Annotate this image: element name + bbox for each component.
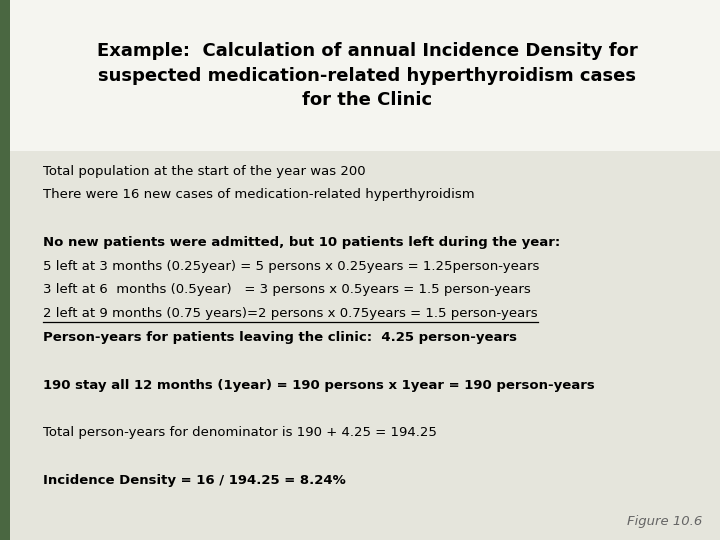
Text: Total person-years for denominator is 190 + 4.25 = 194.25: Total person-years for denominator is 19… bbox=[43, 426, 437, 439]
Text: Example:  Calculation of annual Incidence Density for
suspected medication-relat: Example: Calculation of annual Incidence… bbox=[96, 42, 638, 109]
Text: 190 stay all 12 months (1year) = 190 persons x 1year = 190 person-years: 190 stay all 12 months (1year) = 190 per… bbox=[43, 379, 595, 392]
Text: Person-years for patients leaving the clinic:  4.25 person-years: Person-years for patients leaving the cl… bbox=[43, 331, 517, 344]
Text: Total population at the start of the year was 200: Total population at the start of the yea… bbox=[43, 165, 366, 178]
FancyBboxPatch shape bbox=[10, 0, 720, 151]
Text: 2 left at 9 months (0.75 years)=2 persons x 0.75years = 1.5 person-years: 2 left at 9 months (0.75 years)=2 person… bbox=[43, 307, 538, 320]
FancyBboxPatch shape bbox=[0, 0, 10, 540]
Text: No new patients were admitted, but 10 patients left during the year:: No new patients were admitted, but 10 pa… bbox=[43, 236, 560, 249]
Text: Figure 10.6: Figure 10.6 bbox=[626, 515, 702, 528]
Text: 5 left at 3 months (0.25year) = 5 persons x 0.25years = 1.25person-years: 5 left at 3 months (0.25year) = 5 person… bbox=[43, 260, 539, 273]
Text: There were 16 new cases of medication-related hyperthyroidism: There were 16 new cases of medication-re… bbox=[43, 188, 474, 201]
Text: Incidence Density = 16 / 194.25 = 8.24%: Incidence Density = 16 / 194.25 = 8.24% bbox=[43, 474, 346, 487]
Text: 3 left at 6  months (0.5year)   = 3 persons x 0.5years = 1.5 person-years: 3 left at 6 months (0.5year) = 3 persons… bbox=[43, 284, 531, 296]
